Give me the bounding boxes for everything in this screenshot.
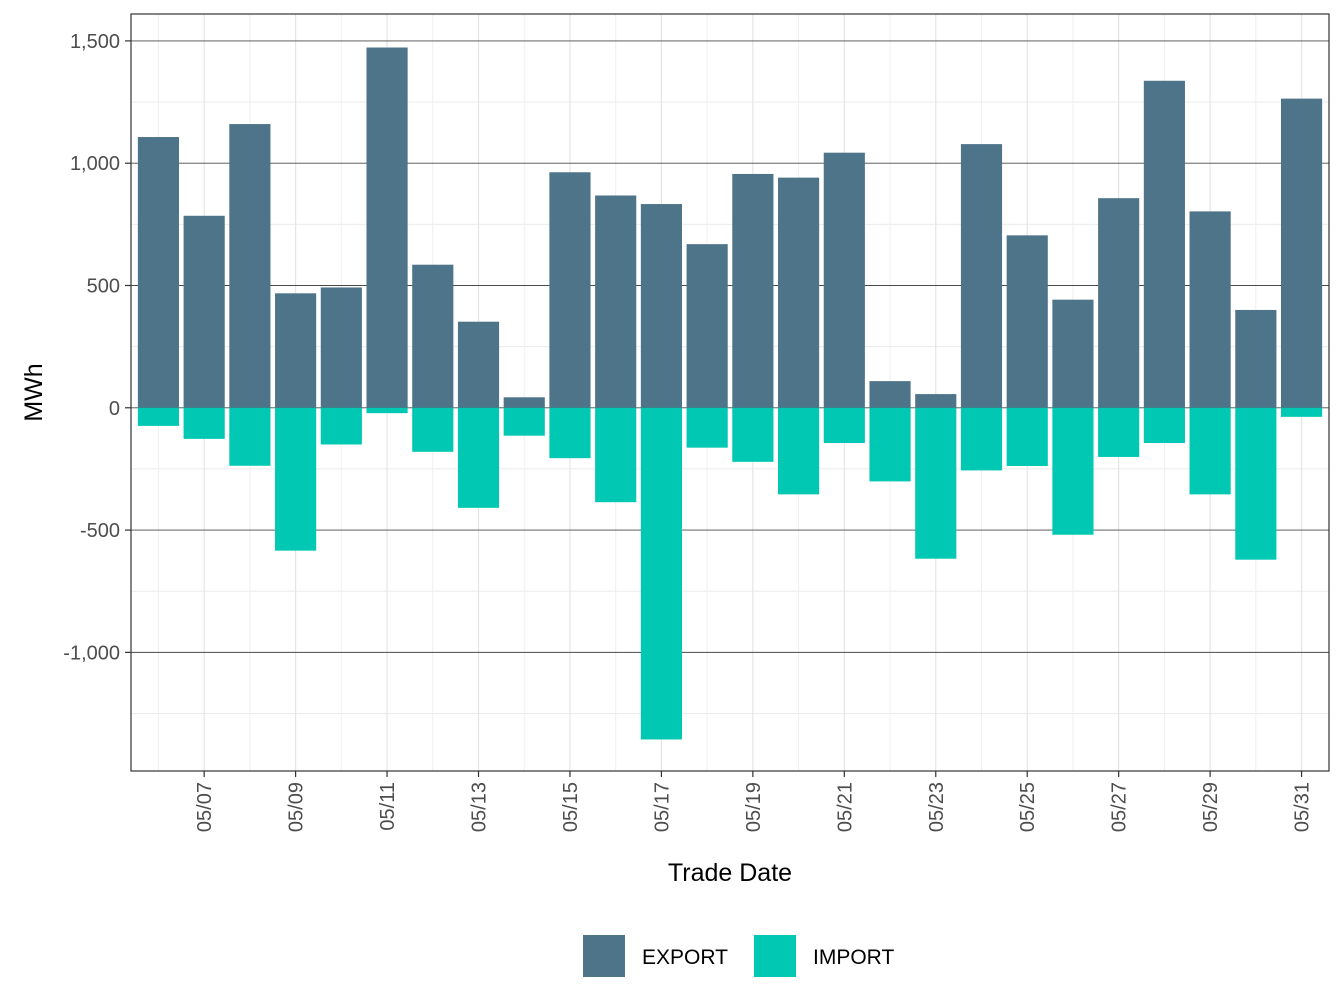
bar-import-05-27 (1098, 407, 1140, 457)
legend-swatch-import (754, 935, 796, 977)
bar-export-05-16 (595, 195, 637, 408)
x-tick-label: 05/23 (926, 782, 948, 832)
bar-export-05-30 (1235, 309, 1277, 408)
bar-export-05-28 (1143, 80, 1185, 408)
bar-import-05-23 (915, 407, 957, 559)
x-tick-label: 05/25 (1017, 782, 1039, 832)
bar-export-05-18 (686, 244, 728, 408)
bar-import-05-17 (640, 407, 682, 740)
bar-import-05-18 (686, 407, 728, 448)
bar-import-05-07 (183, 407, 225, 439)
bar-import-05-13 (457, 407, 500, 508)
y-tick-label: -500 (80, 520, 120, 542)
plot-panel-border (130, 13, 1330, 772)
bar-export-05-14 (503, 397, 545, 408)
bar-import-05-06 (137, 407, 180, 426)
bar-import-05-20 (778, 407, 820, 495)
bar-export-05-23 (915, 394, 957, 408)
bar-export-05-20 (778, 177, 820, 408)
bar-export-05-27 (1098, 198, 1140, 408)
bar-import-05-10 (320, 407, 362, 445)
y-tick-label: -1,000 (63, 642, 120, 664)
bar-export-05-06 (137, 137, 180, 408)
bar-export-05-26 (1052, 299, 1094, 408)
bar-export-05-22 (869, 381, 911, 408)
bar-import-05-15 (549, 407, 591, 459)
bar-export-05-09 (275, 293, 317, 408)
bar-export-05-07 (183, 215, 225, 408)
bar-export-05-13 (457, 321, 500, 408)
y-axis: -1,000 -500 0 500 1,000 1,500 (63, 31, 131, 664)
bar-import-05-31 (1280, 407, 1323, 417)
x-tick-label: 05/11 (377, 782, 399, 831)
y-tick-label: 500 (87, 275, 120, 297)
bar-export-05-12 (412, 264, 454, 408)
bar-import-05-30 (1235, 407, 1277, 560)
legend: EXPORT IMPORT (583, 935, 894, 977)
bar-import-05-22 (869, 407, 911, 482)
bar-import-05-14 (503, 407, 545, 436)
bar-export-05-21 (823, 152, 865, 408)
bar-import-05-21 (823, 407, 865, 444)
bar-import-05-08 (229, 407, 271, 466)
y-tick-label: 1,000 (70, 153, 120, 175)
x-axis: 05/07 05/09 05/11 05/13 05/15 05/17 05/19 05/21… (194, 771, 1314, 832)
x-tick-label: 05/13 (469, 782, 491, 832)
bar-import-05-11 (366, 407, 408, 414)
bar-import-05-29 (1189, 407, 1231, 495)
bar-import-05-28 (1143, 407, 1185, 444)
x-tick-label: 05/07 (194, 782, 216, 832)
bar-export-05-29 (1189, 211, 1231, 408)
x-tick-label: 05/29 (1200, 782, 1222, 832)
x-tick-label: 05/27 (1109, 782, 1131, 832)
bar-import-05-24 (960, 407, 1003, 471)
bar-export-05-15 (549, 172, 591, 408)
bar-import-05-16 (595, 407, 637, 503)
bar-import-05-19 (732, 407, 774, 462)
legend-swatch-export (583, 935, 625, 977)
bar-import-05-12 (412, 407, 454, 452)
bar-export-05-31 (1280, 98, 1323, 408)
x-tick-label: 05/15 (560, 782, 582, 832)
x-tick-label: 05/19 (743, 782, 765, 832)
bar-import-05-25 (1006, 407, 1048, 466)
bar-export-05-19 (732, 173, 774, 408)
bars (137, 47, 1323, 740)
x-tick-label: 05/17 (651, 782, 673, 832)
y-tick-label: 0 (109, 398, 120, 420)
x-axis-title: Trade Date (668, 859, 792, 887)
x-tick-label: 05/21 (834, 782, 856, 832)
bar-export-05-11 (366, 47, 408, 408)
bar-export-05-08 (229, 124, 271, 408)
bar-export-05-24 (960, 144, 1003, 408)
bar-import-05-26 (1052, 407, 1094, 535)
bar-import-05-09 (275, 407, 317, 551)
bar-export-05-10 (320, 287, 362, 408)
legend-label-import: IMPORT (813, 946, 894, 969)
bar-export-05-25 (1006, 235, 1048, 408)
y-tick-label: 1,500 (70, 31, 120, 53)
x-tick-label: 05/09 (286, 782, 308, 832)
x-tick-label: 05/31 (1292, 782, 1314, 832)
bar-export-05-17 (640, 204, 682, 408)
y-axis-title: MWh (20, 363, 48, 421)
legend-label-export: EXPORT (642, 946, 728, 969)
